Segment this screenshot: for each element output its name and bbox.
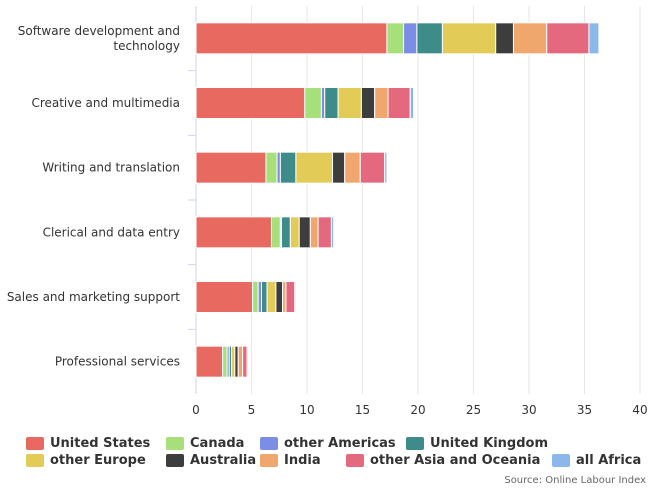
bar-segment: [441, 22, 497, 55]
bar-segment: [588, 22, 600, 55]
bar-segment: [295, 151, 334, 184]
category-label: Creative and multimedia: [31, 96, 180, 110]
legend-label: India: [284, 453, 321, 468]
bar-segment: [330, 216, 335, 249]
legend-swatch: [406, 437, 424, 450]
bar-segment: [242, 345, 248, 378]
bar-segment: [260, 281, 268, 313]
bar-segment: [344, 151, 361, 184]
category-label: technology: [113, 39, 180, 53]
bar-segment: [275, 281, 284, 313]
legend-label: United States: [50, 436, 151, 451]
source-note: Source: Online Labour Index: [504, 475, 646, 486]
legend-item[interactable]: other Americas: [260, 436, 396, 451]
legend-label: other Americas: [284, 436, 396, 451]
legend-label: Australia: [190, 453, 257, 468]
bar-segment: [332, 151, 346, 184]
bar-segment: [359, 151, 386, 184]
x-tick-label: 20: [410, 403, 425, 417]
bar-segment: [195, 345, 224, 378]
bar-segment: [416, 22, 443, 55]
legend-item[interactable]: other Europe: [26, 453, 146, 468]
legend-swatch: [166, 437, 184, 450]
legend-swatch: [260, 454, 278, 467]
bar-segment: [386, 22, 405, 55]
bar-segment: [324, 87, 339, 119]
category-label: Professional services: [55, 355, 180, 369]
x-tick-label: 30: [521, 403, 536, 417]
bar-segment: [294, 281, 297, 313]
bar-segment: [309, 216, 319, 249]
bar-segment: [495, 22, 514, 55]
legend-swatch: [346, 454, 364, 467]
legend-item[interactable]: all Africa: [552, 453, 641, 468]
x-tick-label: 0: [192, 403, 200, 417]
legend-label: United Kingdom: [430, 436, 549, 451]
legend-swatch: [552, 454, 570, 467]
bar-segment: [280, 216, 291, 249]
bar-segment: [298, 216, 311, 249]
stacked-bar-chart: 0 5 10 15 20 25 30 35 40 Software development and…: [7, 6, 648, 417]
bar-segment: [285, 281, 296, 313]
legend-label: all Africa: [576, 453, 642, 468]
x-tick-label: 40: [632, 403, 647, 417]
bar-segment: [195, 151, 267, 184]
bar-segment: [266, 281, 277, 313]
legend-item[interactable]: Australia: [166, 453, 256, 468]
bar-segment: [252, 281, 259, 313]
bar-segment: [195, 281, 254, 313]
bar-segment: [246, 345, 249, 378]
bar-segment: [546, 22, 590, 55]
bar-segment: [384, 151, 388, 184]
legend-item[interactable]: United States: [26, 436, 150, 451]
bar-segment: [317, 216, 332, 249]
x-tick-label: 35: [577, 403, 592, 417]
x-tick-label: 25: [466, 403, 481, 417]
x-tick-label: 5: [248, 403, 256, 417]
legend-swatch: [26, 437, 44, 450]
bar-segment: [512, 22, 548, 55]
legend-label: other Europe: [50, 453, 146, 468]
bar-segment: [237, 345, 244, 378]
bar-segment: [279, 151, 297, 184]
category-label: Software development and: [18, 24, 180, 38]
bar-segment: [374, 87, 389, 119]
legend-item[interactable]: other Asia and Oceania: [346, 453, 540, 468]
bar-segment: [195, 87, 306, 119]
legend-swatch: [26, 454, 44, 467]
legend-label: other Asia and Oceania: [370, 453, 541, 468]
bar-segment: [337, 87, 362, 119]
bar-segment: [387, 87, 411, 119]
x-tick-label: 10: [299, 403, 314, 417]
bar-segment: [304, 87, 322, 119]
bar-segment: [403, 22, 418, 55]
bar-segment: [195, 22, 388, 55]
category-label: Writing and translation: [42, 161, 180, 175]
legend-item[interactable]: United Kingdom: [406, 436, 548, 451]
bar-segment: [222, 345, 228, 378]
bar-segment: [289, 216, 300, 249]
legend-label: Canada: [190, 436, 245, 451]
bar-segment: [265, 151, 278, 184]
bar-segment: [195, 216, 272, 249]
bar-segment: [409, 87, 415, 119]
legend-swatch: [166, 454, 184, 467]
category-label: Clerical and data entry: [43, 225, 180, 239]
legend-item[interactable]: India: [260, 453, 321, 468]
x-tick-label: 15: [355, 403, 370, 417]
category-label: Sales and marketing support: [7, 290, 180, 304]
legend-item[interactable]: Canada: [166, 436, 244, 451]
bar-segment: [270, 216, 281, 249]
bar-segment: [360, 87, 376, 119]
legend-swatch: [260, 437, 278, 450]
